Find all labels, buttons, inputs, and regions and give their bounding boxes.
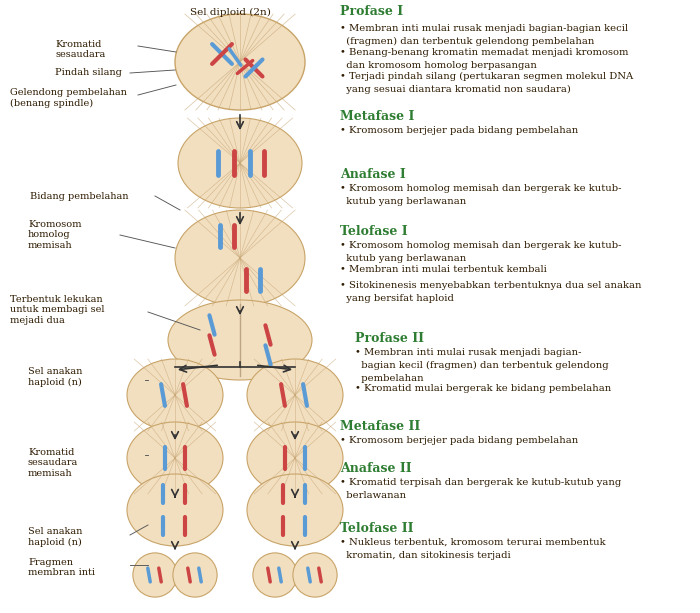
Ellipse shape (127, 474, 223, 546)
Ellipse shape (178, 118, 302, 208)
Text: Bidang pembelahan: Bidang pembelahan (30, 192, 129, 201)
Text: • Kromatid terpisah dan bergerak ke kutub-kutub yang: • Kromatid terpisah dan bergerak ke kutu… (340, 478, 622, 487)
Ellipse shape (175, 14, 305, 110)
Text: Telofase I: Telofase I (340, 225, 407, 238)
Text: Profase II: Profase II (355, 332, 424, 345)
Ellipse shape (247, 422, 343, 494)
Text: Sel anakan
haploid (n): Sel anakan haploid (n) (28, 527, 83, 547)
Text: • Membran inti mulai rusak menjadi bagian-bagian kecil: • Membran inti mulai rusak menjadi bagia… (340, 24, 628, 33)
Text: • Membran inti mulai terbentuk kembali: • Membran inti mulai terbentuk kembali (340, 265, 547, 274)
Text: pembelahan: pembelahan (355, 374, 423, 383)
Text: Kromatid
sesaudara
memisah: Kromatid sesaudara memisah (28, 448, 78, 478)
Text: Terbentuk lekukan
untuk membagi sel
mejadi dua: Terbentuk lekukan untuk membagi sel meja… (10, 295, 104, 325)
Text: Anafase I: Anafase I (340, 168, 406, 181)
Text: Metafase I: Metafase I (340, 110, 414, 123)
Text: kutub yang berlawanan: kutub yang berlawanan (340, 254, 466, 263)
Text: • Benang-benang kromatin memadat menjadi kromosom: • Benang-benang kromatin memadat menjadi… (340, 48, 629, 57)
Text: • Membran inti mulai rusak menjadi bagian-: • Membran inti mulai rusak menjadi bagia… (355, 348, 582, 357)
Text: bagian kecil (fragmen) dan terbentuk gelendong: bagian kecil (fragmen) dan terbentuk gel… (355, 361, 608, 370)
Text: • Kromosom berjejer pada bidang pembelahan: • Kromosom berjejer pada bidang pembelah… (340, 436, 578, 445)
Ellipse shape (293, 553, 337, 597)
Text: Gelendong pembelahan
(benang spindle): Gelendong pembelahan (benang spindle) (10, 88, 127, 107)
Text: • Terjadi pindah silang (pertukaran segmen molekul DNA: • Terjadi pindah silang (pertukaran segm… (340, 72, 634, 81)
Text: Sel anakan
haploid (n): Sel anakan haploid (n) (28, 367, 83, 387)
Ellipse shape (247, 474, 343, 546)
Ellipse shape (247, 359, 343, 431)
Text: Telofase II: Telofase II (340, 522, 414, 535)
Text: berlawanan: berlawanan (340, 491, 406, 500)
Text: Profase I: Profase I (340, 5, 403, 18)
Text: • Kromosom berjejer pada bidang pembelahan: • Kromosom berjejer pada bidang pembelah… (340, 126, 578, 135)
Ellipse shape (127, 359, 223, 431)
Text: Sel diploid (2n): Sel diploid (2n) (190, 8, 270, 17)
Ellipse shape (253, 553, 297, 597)
Ellipse shape (127, 422, 223, 494)
Text: • Kromosom homolog memisah dan bergerak ke kutub-: • Kromosom homolog memisah dan bergerak … (340, 184, 622, 193)
Text: Pindah silang: Pindah silang (55, 68, 122, 77)
Ellipse shape (175, 210, 305, 306)
Text: kromatin, dan sitokinesis terjadi: kromatin, dan sitokinesis terjadi (340, 551, 511, 560)
Ellipse shape (133, 553, 177, 597)
Text: dan kromosom homolog berpasangan: dan kromosom homolog berpasangan (340, 61, 537, 70)
Text: Fragmen
membran inti: Fragmen membran inti (28, 558, 95, 577)
Text: yang bersifat haploid: yang bersifat haploid (340, 294, 454, 303)
Text: Kromatid
sesaudara: Kromatid sesaudara (55, 40, 105, 59)
Text: (fragmen) dan terbentuk gelendong pembelahan: (fragmen) dan terbentuk gelendong pembel… (340, 37, 594, 46)
Text: kutub yang berlawanan: kutub yang berlawanan (340, 197, 466, 206)
Text: yang sesuai diantara kromatid non saudara): yang sesuai diantara kromatid non saudar… (340, 85, 571, 94)
Text: Metafase II: Metafase II (340, 420, 420, 433)
Text: • Nukleus terbentuk, kromosom terurai membentuk: • Nukleus terbentuk, kromosom terurai me… (340, 538, 606, 547)
Text: Kromosom
homolog
memisah: Kromosom homolog memisah (28, 220, 81, 250)
Text: • Kromatid mulai bergerak ke bidang pembelahan: • Kromatid mulai bergerak ke bidang pemb… (355, 384, 611, 393)
Text: Anafase II: Anafase II (340, 462, 412, 475)
Ellipse shape (168, 300, 312, 380)
Ellipse shape (173, 553, 217, 597)
Text: • Sitokinenesis menyebabkan terbentuknya dua sel anakan: • Sitokinenesis menyebabkan terbentuknya… (340, 281, 641, 290)
Text: • Kromosom homolog memisah dan bergerak ke kutub-: • Kromosom homolog memisah dan bergerak … (340, 241, 622, 250)
